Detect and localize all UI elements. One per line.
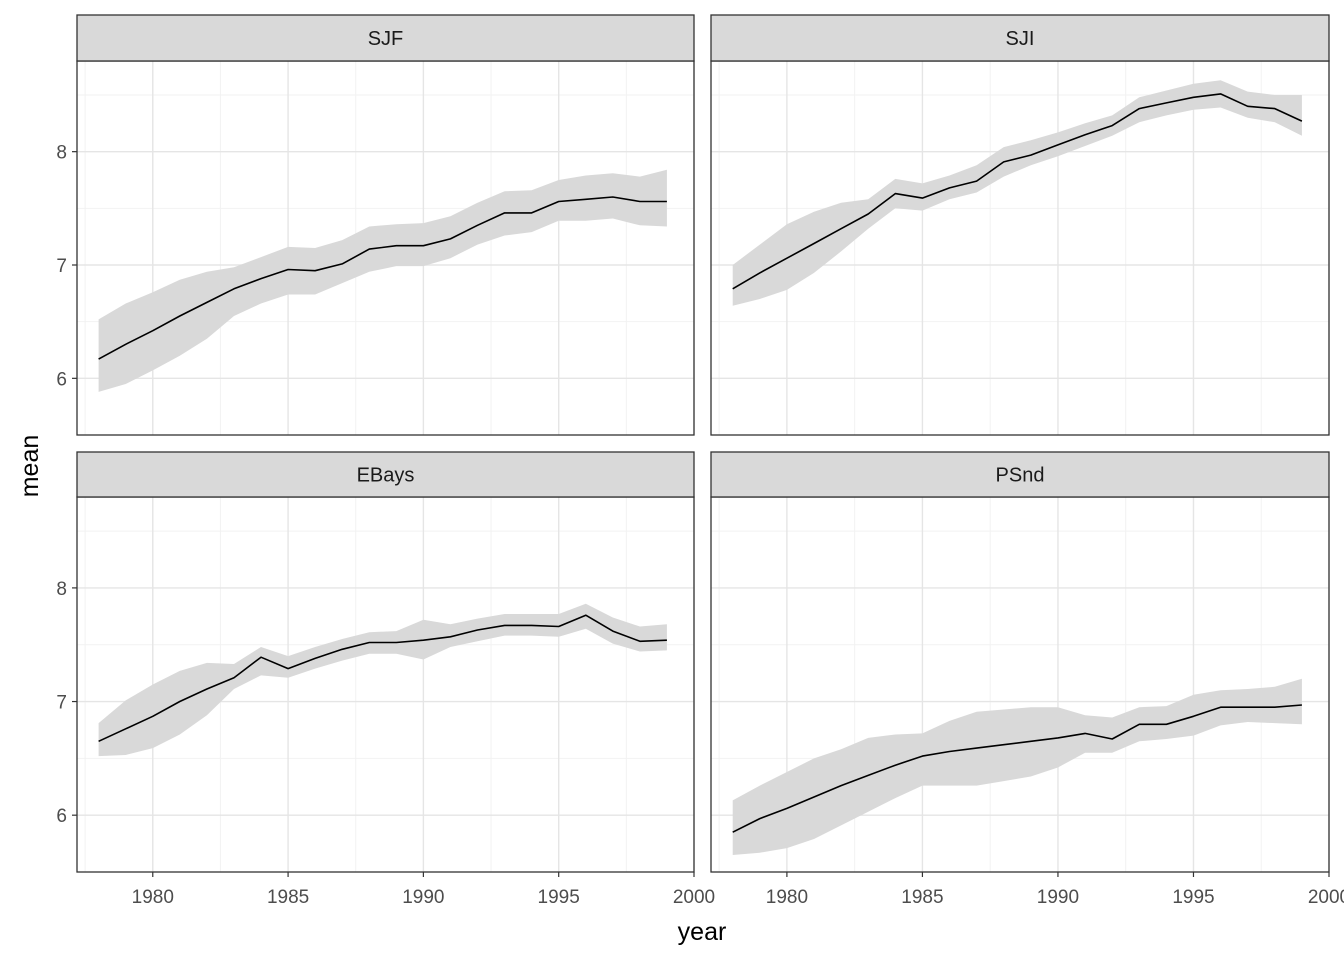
x-tick-label: 1990 [1037,887,1079,908]
mean-line [732,704,1302,833]
x-tick-label: 1980 [766,887,808,908]
facet-strip-label: EBays [357,465,415,487]
facet-strip [710,14,1330,62]
x-axis-title: year [678,918,727,946]
facet-strip [76,14,695,62]
x-tick-label: 2000 [673,887,715,908]
facet-strip-label: SJI [1006,28,1035,50]
confidence-ribbon [732,678,1302,855]
x-tick-label: 2000 [1308,887,1344,908]
mean-line [98,196,667,360]
facet-panel-sjf: SJF 6 7 8 [56,14,695,436]
facet-panel-psnd: PSnd 1980 1985 1990 1995 2000 [710,451,1344,908]
facet-strip [710,451,1330,498]
x-tick-label: 1995 [538,887,580,908]
y-tick-label: 7 [56,256,67,277]
y-tick-label: 8 [56,579,67,600]
mean-line [732,93,1303,290]
facet-panel-ebays: EBays 6 7 8 1980 1985 1990 1995 2000 [56,451,715,908]
x-tick-label: 1985 [267,887,309,908]
facet-strip-label: SJF [368,28,404,50]
x-tick-label: 1995 [1172,887,1214,908]
y-tick-label: 6 [56,369,67,390]
x-tick-label: 1985 [901,887,943,908]
y-tick-label: 6 [56,806,67,827]
y-tick-label: 7 [56,693,67,714]
x-tick-label: 1990 [402,887,444,908]
y-axis-title: mean [16,435,44,498]
confidence-ribbon [98,169,667,392]
confidence-ribbon [98,603,667,757]
mean-line [98,614,667,743]
facet-strip [76,451,695,498]
facet-strip-label: PSnd [996,465,1045,487]
confidence-ribbon [732,80,1302,306]
y-tick-label: 8 [56,143,67,164]
facet-panel-sji: SJI [710,14,1330,436]
x-tick-label: 1980 [132,887,174,908]
